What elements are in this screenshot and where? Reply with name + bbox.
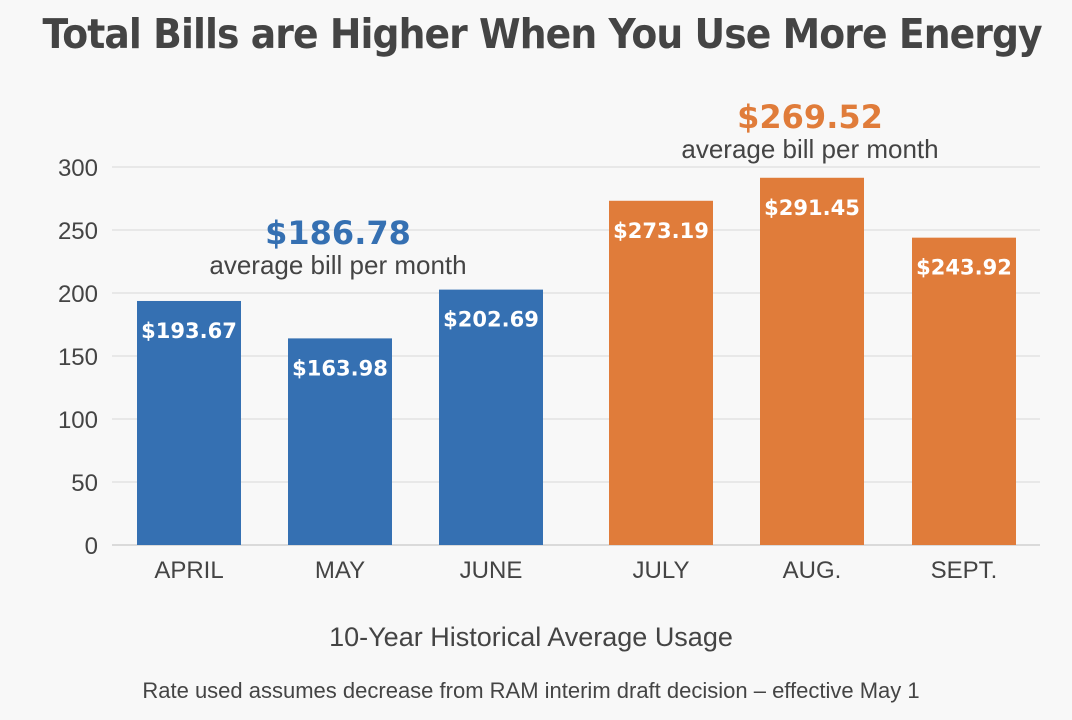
x-tick-label: JUNE [460,557,523,584]
y-tick-label-300: 300 [58,155,98,182]
bar-value-label: $193.67 [141,319,237,343]
bar-value-label: $243.92 [916,256,1012,280]
x-tick-label: AUG. [783,557,842,584]
y-tick-label-100: 100 [58,407,98,434]
average-caption-summer: average bill per month [681,134,938,164]
bar-april [137,300,241,545]
x-tick-label: SEPT. [931,557,998,584]
y-tick-label-150: 150 [58,344,98,371]
y-tick-label-0: 0 [85,533,98,560]
footnote: Rate used assumes decrease from RAM inte… [142,678,920,703]
bar-aug [760,177,864,545]
average-value-spring: $186.78 [265,214,411,252]
x-tick-label: JULY [633,557,690,584]
bar-june [439,289,543,545]
x-tick-label: MAY [315,557,365,584]
average-value-summer: $269.52 [737,98,883,136]
y-tick-label-250: 250 [58,218,98,245]
bar-july [609,200,713,546]
bar-sept [912,237,1016,545]
bar-value-label: $291.45 [764,196,860,220]
x-axis-title: 10-Year Historical Average Usage [329,622,733,652]
average-caption-spring: average bill per month [209,250,466,280]
bar-value-label: $273.19 [613,219,709,243]
y-tick-label-200: 200 [58,281,98,308]
bar-may [288,338,392,545]
chart-title: Total Bills are Higher When You Use More… [42,10,1042,58]
bar-value-label: $202.69 [443,308,539,332]
bar-value-label: $163.98 [292,356,388,380]
y-tick-label-50: 50 [71,470,98,497]
x-tick-label: APRIL [154,557,223,584]
